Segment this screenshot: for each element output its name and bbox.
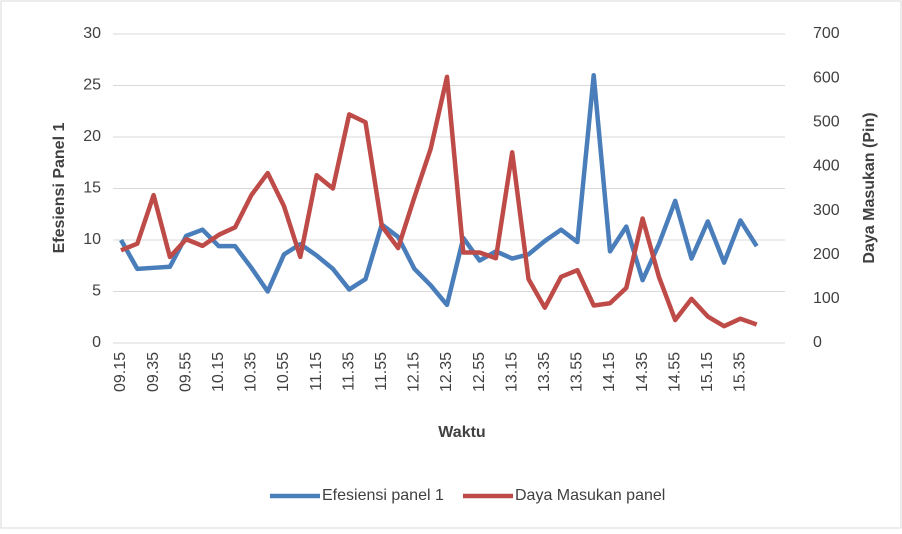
x-tick-label: 10.15	[210, 352, 227, 392]
y-tick-label: 5	[92, 283, 101, 300]
y2-axis-title: Daya Masukan (Pin)	[861, 112, 878, 263]
y-tick-label: 0	[92, 334, 101, 351]
x-tick-label: 12.35	[438, 352, 455, 392]
x-tick-label: 11.55	[373, 352, 390, 391]
series-line	[119, 72, 759, 308]
x-tick-label: 12.15	[406, 352, 423, 392]
x-tick-label: 13.35	[536, 352, 553, 392]
x-tick-label: 11.35	[340, 352, 357, 391]
x-tick-label: 12.55	[471, 352, 488, 392]
x-tick-label: 15.15	[699, 352, 716, 392]
y2-tick-label: 700	[813, 25, 840, 42]
x-tick-label: 14.15	[601, 352, 618, 392]
y-tick-label: 15	[83, 180, 101, 197]
x-tick-label: 09.35	[145, 352, 162, 392]
y2-tick-label: 400	[813, 158, 840, 175]
x-tick-label: 14.35	[634, 352, 651, 392]
y-tick-label: 30	[83, 25, 101, 42]
x-tick-label: 15.35	[732, 352, 749, 392]
x-tick-label: 13.15	[503, 352, 520, 392]
x-tick-label: 11.15	[308, 352, 325, 391]
y2-tick-label: 0	[813, 334, 822, 351]
y-tick-label: 10	[83, 231, 101, 248]
x-tick-label: 10.35	[243, 352, 260, 392]
y2-tick-label: 500	[813, 114, 840, 131]
y2-tick-label: 200	[813, 246, 840, 263]
legend-label: Daya Masukan panel	[515, 487, 665, 504]
x-tick-label: 13.55	[569, 352, 586, 392]
x-tick-label: 09.55	[177, 352, 194, 392]
x-tick-label: 09.15	[112, 352, 129, 392]
y-tick-label: 25	[83, 77, 101, 94]
x-axis-title: Waktu	[438, 424, 485, 441]
y-tick-label: 20	[83, 128, 101, 145]
legend-label: Efesiensi panel 1	[322, 487, 444, 504]
y-axis-title: Efesiensi Panel 1	[51, 123, 68, 254]
x-tick-label: 10.55	[275, 352, 292, 392]
y2-tick-label: 100	[813, 290, 840, 307]
y2-tick-label: 600	[813, 69, 840, 86]
x-tick-label: 14.55	[666, 352, 683, 392]
y2-tick-label: 300	[813, 202, 840, 219]
series-line	[120, 74, 758, 329]
